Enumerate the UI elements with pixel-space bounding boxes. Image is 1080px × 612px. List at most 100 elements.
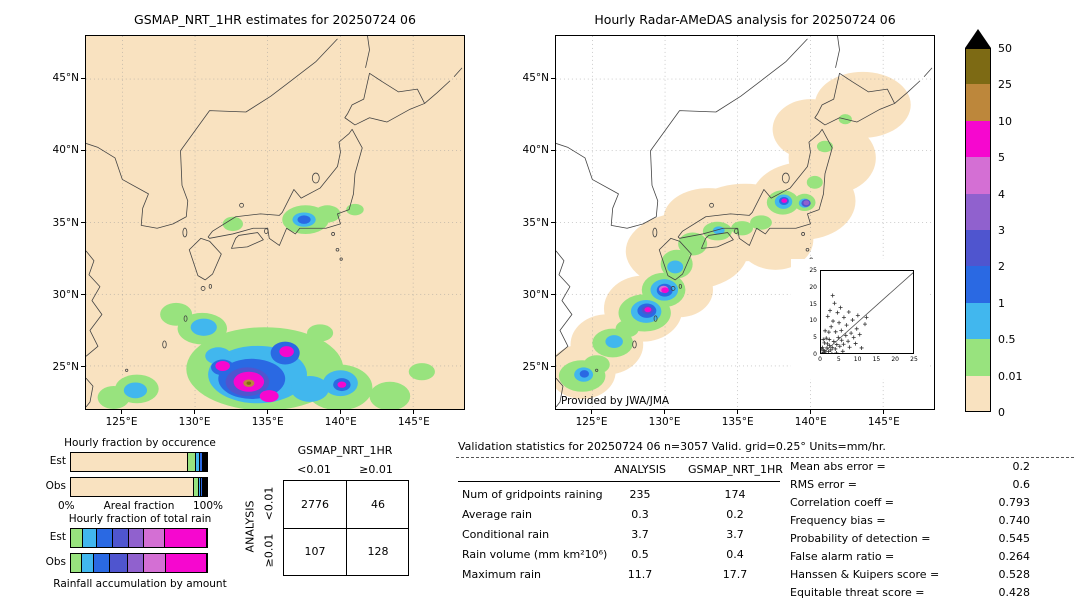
metric-value: 0.264 <box>998 550 1031 563</box>
metric-label: Frequency bias = <box>790 514 886 527</box>
scatter-point <box>827 337 832 342</box>
colorbar-segment <box>965 302 991 340</box>
scatter-point <box>838 305 843 310</box>
scatter-point <box>854 326 859 331</box>
contingency-cell: 107 <box>304 545 326 558</box>
metric-value: 0.528 <box>998 568 1031 581</box>
precip-blob <box>337 381 347 388</box>
y-tick <box>81 222 85 223</box>
precip-blob <box>408 363 435 381</box>
colorbar-segment <box>965 266 991 304</box>
x-tick-label: 135°E <box>251 416 284 428</box>
inset-x-tick-label: 20 <box>891 356 899 363</box>
stat-analysis-value: 235 <box>629 488 651 501</box>
scatter-point <box>826 330 831 335</box>
metric-value: 0.793 <box>998 496 1031 509</box>
y-tick <box>551 294 555 296</box>
bar-row-label: Est <box>49 531 66 543</box>
scatter-point <box>843 333 848 338</box>
radar-credit: Provided by JWA/JMA <box>561 395 670 407</box>
bar-segment <box>166 554 207 572</box>
bar-segment <box>205 478 206 496</box>
y-tick-label: 30°N <box>522 288 549 301</box>
right-map-title: Hourly Radar-AMeDAS analysis for 2025072… <box>594 12 896 27</box>
bar-segment <box>144 554 167 572</box>
scatter-point <box>821 351 825 353</box>
precip-blob <box>806 175 823 189</box>
contingency-cell: 2776 <box>301 498 329 511</box>
scatter-point <box>832 301 837 306</box>
y-tick-label: 25°N <box>52 360 79 373</box>
x-tick <box>413 410 415 414</box>
bar-segment <box>110 554 129 572</box>
precip-blob <box>259 390 279 403</box>
colorbar-label: 0.5 <box>998 333 1016 347</box>
contingency-cell: 46 <box>371 498 385 511</box>
y-tick-label: 35°N <box>52 216 79 229</box>
metric-label: False alarm ratio = <box>790 550 895 563</box>
scatter-point <box>846 309 851 314</box>
bar-segment <box>81 554 95 572</box>
scatter-point <box>855 313 860 318</box>
bar-segment <box>203 453 205 471</box>
bar-segment <box>201 478 203 496</box>
precip-blob <box>661 287 669 294</box>
scatter-point <box>825 345 830 350</box>
colorbar-label: 0.01 <box>998 369 1023 383</box>
x-tick-label: 140°E <box>794 416 827 428</box>
metric-label: Hanssen & Kuipers score = <box>790 568 940 581</box>
y-tick-label: 45°N <box>522 72 549 85</box>
table-header-underline <box>458 481 780 482</box>
bar-segment <box>128 554 145 572</box>
totalrain-chart-footer: Rainfall accumulation by amount <box>53 578 227 590</box>
x-tick-label: 125°E <box>575 416 608 428</box>
y-tick <box>551 77 555 79</box>
contingency-title: GSMAP_NRT_1HR <box>297 444 393 457</box>
scatter-point <box>828 308 833 313</box>
precip-blob <box>583 355 610 374</box>
precip-blob <box>667 260 684 274</box>
colorbar-segment <box>965 48 991 85</box>
bar-segment <box>113 529 130 547</box>
scatter-point <box>831 319 836 324</box>
scatter-point <box>862 322 867 327</box>
colorbar-segment <box>965 339 991 377</box>
stat-analysis-value: 0.3 <box>631 508 649 521</box>
scatter-point <box>837 344 842 349</box>
y-tick <box>81 77 85 79</box>
scatter-point <box>831 351 833 353</box>
x-tick-label: 145°E <box>867 416 900 428</box>
scatter-point <box>821 348 826 353</box>
scatter-point <box>830 345 835 350</box>
scatter-point <box>841 342 846 347</box>
inset-y-tick-label: 5 <box>813 334 817 342</box>
inset-y-tick-label: 15 <box>809 300 817 308</box>
y-tick <box>81 366 85 368</box>
left-map <box>85 35 465 410</box>
bar-segment <box>94 554 111 572</box>
stat-analysis-value: 3.7 <box>631 528 649 541</box>
colorbar-label: 25 <box>998 78 1012 92</box>
y-tick <box>551 149 555 151</box>
bar-segment <box>198 478 202 496</box>
metric-label: Mean abs error = <box>790 460 886 473</box>
colorbar-segment <box>965 375 991 413</box>
stacked-bar <box>70 452 208 472</box>
x-tick <box>737 410 739 414</box>
scatter-point <box>830 293 835 298</box>
stat-row-label: Maximum rain <box>462 568 541 581</box>
metric-value: 0.545 <box>998 532 1031 545</box>
x-axis-label: Areal fraction <box>103 500 175 512</box>
bar-segment <box>194 478 199 496</box>
inset-y-tick-label: 0 <box>813 351 817 358</box>
x-tick <box>591 410 593 414</box>
left-map-canvas <box>86 36 464 409</box>
bar-segment <box>71 529 84 547</box>
inset-x-tick-label: 15 <box>872 356 881 363</box>
bar-segment <box>206 453 207 471</box>
metric-label: Correlation coeff = <box>790 496 894 509</box>
precip-blob <box>123 382 148 399</box>
metric-label: Equitable threat score = <box>790 586 925 599</box>
stat-analysis-value: 0.5 <box>631 548 649 561</box>
stat-row-label: Num of gridpoints raining <box>462 488 603 501</box>
